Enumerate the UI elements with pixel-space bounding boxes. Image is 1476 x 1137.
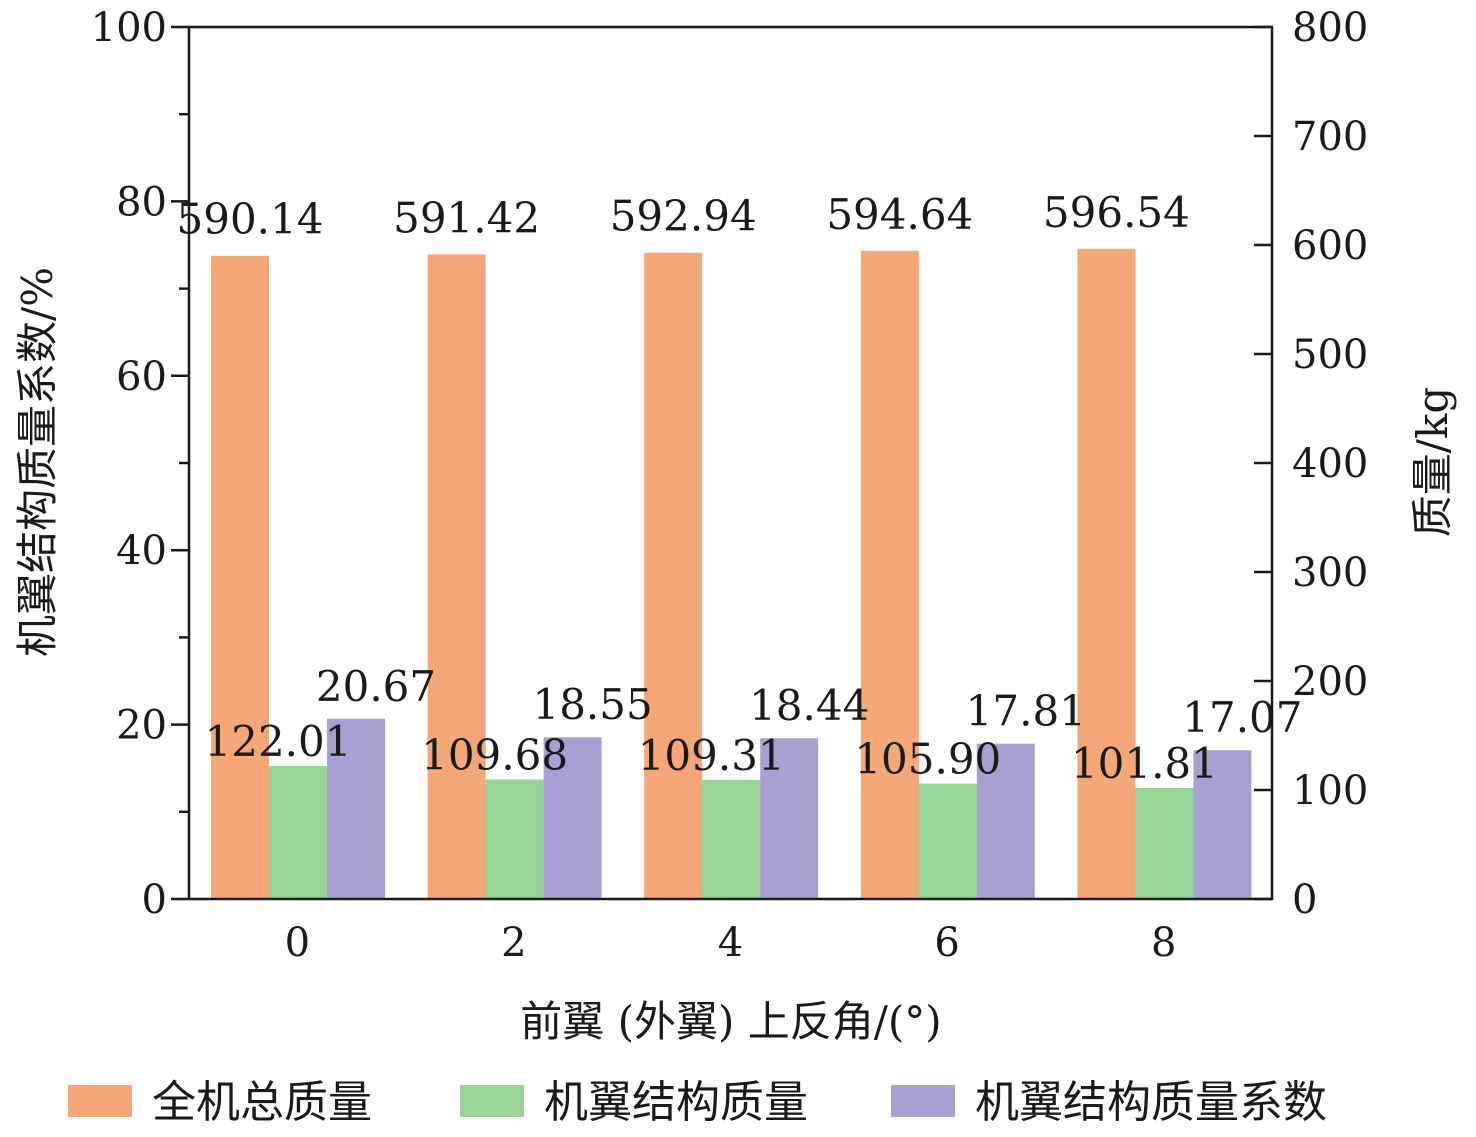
legend-label-全机总质量: 全机总质量: [152, 1077, 372, 1128]
data-label-机翼结构质量系数-2: 18.55: [532, 680, 652, 729]
bar-全机总质量-8: [1077, 248, 1136, 900]
bar-机翼结构质量系数-0: [327, 718, 385, 899]
data-label-机翼结构质量-4: 109.31: [638, 731, 785, 780]
y-right-tick-label-600: 600: [1292, 223, 1368, 269]
y-axis-title-right: 质量/kg: [1408, 387, 1457, 538]
bar-机翼结构质量-0: [269, 766, 327, 899]
y-left-tick-label-40: 40: [116, 528, 167, 574]
bar-全机总质量-6: [860, 250, 919, 899]
data-label-机翼结构质量-2: 109.68: [421, 730, 568, 779]
bar-机翼结构质量-2: [485, 779, 544, 899]
y-right-tick-label-700: 700: [1292, 114, 1368, 160]
bar-机翼结构质量系数-6: [976, 743, 1035, 899]
y-right-tick-label-0: 0: [1292, 877, 1317, 923]
y-right-tick-label-400: 400: [1292, 441, 1368, 487]
bar-机翼结构质量-8: [1135, 788, 1194, 899]
bar-机翼结构质量-6: [918, 783, 977, 899]
x-tick-label-6: 6: [934, 920, 959, 966]
bar-机翼结构质量系数-8: [1193, 750, 1252, 899]
y-right-tick-label-300: 300: [1292, 550, 1368, 596]
bars-layer: [211, 248, 1252, 900]
y-left-tick-label-20: 20: [116, 703, 167, 749]
data-label-机翼结构质量系数-8: 17.07: [1182, 693, 1302, 742]
data-label-机翼结构质量-0: 122.01: [205, 717, 352, 766]
data-label-全机总质量-4: 592.94: [610, 192, 757, 241]
legend-label-机翼结构质量系数: 机翼结构质量系数: [975, 1077, 1327, 1128]
x-tick-label-4: 4: [718, 920, 743, 966]
bar-全机总质量-2: [427, 254, 486, 900]
data-label-全机总质量-6: 594.64: [826, 190, 973, 239]
y-left-tick-label-100: 100: [91, 5, 167, 51]
x-tick-label-8: 8: [1151, 920, 1176, 966]
bar-机翼结构质量系数-4: [760, 738, 819, 899]
y-right-tick-label-500: 500: [1292, 332, 1368, 378]
bar-全机总质量-4: [644, 252, 703, 899]
data-label-机翼结构质量系数-6: 17.81: [966, 687, 1086, 736]
y-right-tick-label-100: 100: [1292, 768, 1368, 814]
legend-swatch-机翼结构质量: [460, 1085, 524, 1117]
y-left-tick-label-0: 0: [142, 877, 167, 923]
data-label-全机总质量-0: 590.14: [177, 195, 324, 244]
y-left-tick-label-80: 80: [116, 179, 167, 225]
data-label-机翼结构质量-6: 105.90: [854, 735, 1001, 784]
y-axis-title-left: 机翼结构质量系数/%: [13, 267, 62, 657]
bar-机翼结构质量-4: [702, 779, 761, 899]
data-label-全机总质量-2: 591.42: [393, 193, 540, 242]
data-label-机翼结构质量系数-4: 18.44: [749, 681, 869, 730]
y-right-tick-label-200: 200: [1292, 659, 1368, 705]
data-label-机翼结构质量系数-0: 20.67: [316, 662, 436, 711]
x-tick-label-0: 0: [285, 920, 310, 966]
legend-label-机翼结构质量: 机翼结构质量: [544, 1077, 808, 1128]
bar-机翼结构质量系数-2: [543, 737, 602, 899]
y-right-tick-label-800: 800: [1292, 5, 1368, 51]
legend-swatch-全机总质量: [68, 1085, 132, 1117]
data-label-全机总质量-8: 596.54: [1043, 188, 1190, 237]
x-axis-title: 前翼 (外翼) 上反角/(°): [520, 997, 941, 1046]
y-left-tick-label-60: 60: [116, 354, 167, 400]
legend-swatch-机翼结构质量系数: [891, 1085, 955, 1117]
x-tick-label-2: 2: [501, 920, 526, 966]
axis-ticks: 0 2 4 6 802040608010001002003004005006007008…: [91, 5, 1369, 966]
bar-全机总质量-0: [211, 255, 269, 899]
data-label-机翼结构质量-8: 101.81: [1071, 739, 1218, 788]
legend: 全机总质量 机翼结构质量 机翼结构质量系数: [68, 1077, 1327, 1128]
